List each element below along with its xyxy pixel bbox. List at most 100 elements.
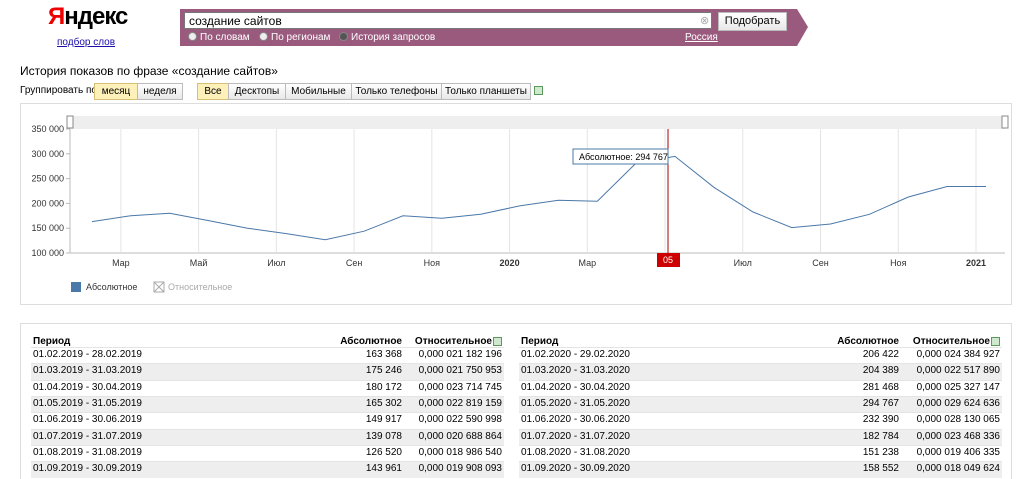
help-icon[interactable] xyxy=(991,337,1000,346)
cell-period: 01.03.2019 - 31.03.2019 xyxy=(33,365,142,377)
cell-period: 01.04.2019 - 30.04.2019 xyxy=(33,381,142,393)
cell-period: 01.05.2019 - 31.05.2019 xyxy=(33,397,142,409)
table-row xyxy=(31,461,504,479)
cell-relative: 0,000 022 590 998 xyxy=(418,414,502,426)
x-tick-label: 2021 xyxy=(966,258,986,268)
mode-label: По регионам xyxy=(271,32,331,43)
cell-absolute: 281 468 xyxy=(862,381,899,393)
table-row xyxy=(519,412,1002,430)
tooltip-text: Абсолютное: 294 767 xyxy=(579,152,668,162)
cell-relative: 0,000 019 908 093 xyxy=(418,463,502,475)
y-tick-label: 150 000 xyxy=(31,223,64,233)
table-row xyxy=(31,347,504,364)
cell-relative: 0,000 023 468 336 xyxy=(916,430,1000,442)
x-tick-label: Ноя xyxy=(890,258,907,268)
slider-handle xyxy=(1001,115,1009,129)
cell-period: 01.03.2020 - 31.03.2020 xyxy=(521,365,630,377)
cell-period: 01.04.2020 - 30.04.2020 xyxy=(521,381,630,393)
table-row xyxy=(519,347,1002,364)
table-row xyxy=(519,428,1002,446)
cell-absolute: 151 238 xyxy=(862,446,899,458)
x-tick-label: Ноя xyxy=(424,258,441,268)
cell-period: 01.06.2020 - 30.06.2020 xyxy=(521,414,630,426)
cell-absolute: 206 422 xyxy=(862,349,899,360)
group-label: Группировать по: xyxy=(20,85,100,96)
search-button[interactable]: Подобрать xyxy=(718,12,787,31)
cell-period: 01.02.2020 - 29.02.2020 xyxy=(521,349,630,360)
logo-first: Я xyxy=(48,3,65,30)
table-row xyxy=(31,379,504,397)
cell-relative: 0,000 021 182 196 xyxy=(418,349,502,360)
x-tick-label: Июл xyxy=(267,258,285,268)
table-header: Относительное xyxy=(912,336,990,347)
cursor-box xyxy=(657,253,680,267)
device-tab[interactable]: Только планшеты xyxy=(441,83,531,100)
clear-icon[interactable]: ⊗ xyxy=(700,15,710,27)
y-tick-label: 300 000 xyxy=(31,149,64,159)
table-header: Период xyxy=(521,336,559,347)
chart: 100 000 150 000 200 000 250 000 300 000 350 0… xyxy=(31,115,1009,293)
mode[interactable]: По регионам xyxy=(259,32,330,43)
chart-panel xyxy=(20,103,1012,305)
help-icon[interactable] xyxy=(493,337,502,346)
y-tick-label: 250 000 xyxy=(31,174,64,184)
cell-absolute: 139 078 xyxy=(365,430,402,442)
subtitle-link[interactable]: подбор слов xyxy=(57,37,116,48)
cell-absolute: 175 246 xyxy=(365,365,402,377)
series-line xyxy=(91,155,986,241)
cell-period: 01.09.2020 - 30.09.2020 xyxy=(521,463,630,475)
cell-relative: 0,000 029 624 636 xyxy=(916,397,1000,409)
mode-label: По словам xyxy=(200,32,250,43)
table-row xyxy=(31,412,504,430)
cell-period: 01.09.2019 - 30.09.2019 xyxy=(33,463,142,475)
x-tick-label: Мар xyxy=(112,258,130,268)
cell-relative: 0,000 028 130 065 xyxy=(916,414,1000,426)
logo[interactable]: Яндекс xyxy=(48,3,128,31)
cell-absolute: 158 552 xyxy=(862,463,899,475)
table-row xyxy=(519,379,1002,397)
table-row xyxy=(519,461,1002,479)
cell-relative: 0,000 024 384 927 xyxy=(916,349,1000,360)
cell-period: 01.06.2019 - 30.06.2019 xyxy=(33,414,142,426)
mode-label: История запросов xyxy=(351,32,436,43)
cell-period: 01.07.2019 - 31.07.2019 xyxy=(33,430,142,442)
search-input[interactable]: создание сайтов xyxy=(184,12,712,29)
table-header: Период xyxy=(33,336,71,347)
cursor-label: 05 xyxy=(663,255,673,265)
cell-absolute: 204 389 xyxy=(862,365,899,377)
cell-relative: 0,000 022 517 890 xyxy=(916,365,1000,377)
table-panel xyxy=(20,323,1012,479)
cell-absolute: 165 302 xyxy=(365,397,402,409)
table-row xyxy=(31,444,504,462)
x-tick-label: 2020 xyxy=(500,258,520,268)
mode[interactable]: История запросов xyxy=(339,32,435,43)
mode[interactable]: По словам xyxy=(188,32,250,43)
help-icon[interactable] xyxy=(534,86,543,95)
legend-label-off: Относительное xyxy=(168,282,232,292)
cell-relative: 0,000 020 688 864 xyxy=(418,430,502,442)
x-tick-label: Июл xyxy=(734,258,752,268)
cell-relative: 0,000 022 819 159 xyxy=(418,397,502,409)
cell-absolute: 126 520 xyxy=(365,446,402,458)
cell-absolute: 182 784 xyxy=(862,430,899,442)
cell-period: 01.05.2020 - 31.05.2020 xyxy=(521,397,630,409)
page-title: История показов по фразе «создание сайто… xyxy=(20,64,278,78)
x-tick-label: Сен xyxy=(346,258,363,268)
cell-relative: 0,000 018 049 624 xyxy=(916,463,1000,475)
cell-relative: 0,000 018 986 540 xyxy=(418,446,502,458)
table-row xyxy=(519,363,1002,381)
cell-absolute: 180 172 xyxy=(365,381,402,393)
table-row xyxy=(519,444,1002,462)
cell-period: 01.08.2020 - 31.08.2020 xyxy=(521,446,630,458)
cell-absolute: 294 767 xyxy=(862,397,899,409)
table-header: Абсолютное xyxy=(340,336,402,347)
cell-relative: 0,000 021 750 953 xyxy=(418,365,502,377)
table-row xyxy=(31,363,504,381)
region[interactable]: Россия xyxy=(685,32,718,43)
table-row xyxy=(519,395,1002,413)
legend-swatch xyxy=(71,282,81,292)
cell-absolute: 149 917 xyxy=(365,414,402,426)
device-tab[interactable]: Десктопы xyxy=(228,83,286,100)
period-button[interactable]: неделя xyxy=(137,83,183,100)
